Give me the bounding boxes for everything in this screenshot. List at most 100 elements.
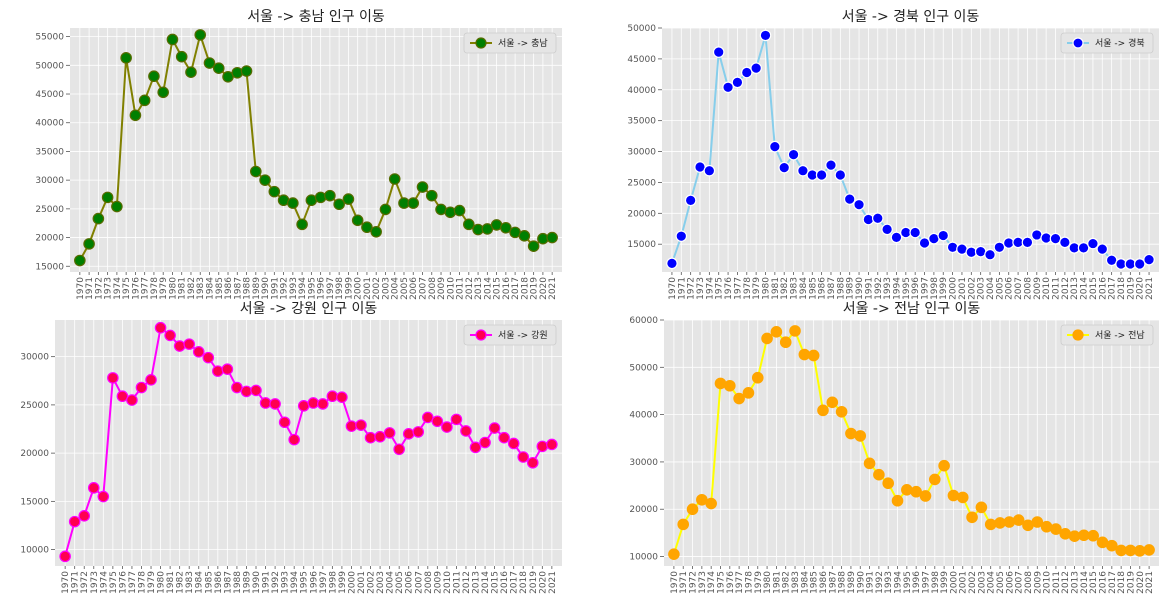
- data-point: [192, 346, 205, 358]
- x-tick-label: 2006: [1005, 571, 1015, 594]
- x-tick-label: 2006: [409, 277, 419, 300]
- data-point: [240, 385, 253, 398]
- x-tick-label: 1983: [185, 571, 195, 594]
- x-tick-label: 1998: [931, 571, 941, 594]
- data-point: [910, 485, 922, 498]
- x-tick-label: 2002: [967, 277, 977, 300]
- data-point: [731, 76, 744, 89]
- y-tick-label: 30000: [35, 176, 64, 186]
- data-point: [1106, 539, 1118, 552]
- y-tick-label: 30000: [629, 458, 658, 468]
- x-tick-label: 2000: [354, 277, 364, 300]
- data-point: [333, 198, 345, 211]
- data-point: [1031, 516, 1044, 528]
- data-point: [546, 231, 558, 244]
- data-point: [890, 231, 903, 244]
- data-point: [250, 165, 262, 178]
- data-point: [928, 473, 941, 486]
- data-point: [342, 193, 355, 205]
- data-point: [488, 422, 501, 434]
- x-tick-label: 2021: [1145, 277, 1155, 300]
- x-tick-label: 1977: [735, 571, 745, 594]
- data-point: [388, 173, 401, 185]
- data-point: [460, 425, 472, 437]
- data-point: [92, 212, 105, 225]
- data-point: [919, 490, 932, 502]
- data-point: [759, 29, 772, 42]
- x-tick-label: 2012: [1061, 277, 1071, 300]
- x-tick-label: 1992: [271, 571, 281, 594]
- data-point: [938, 459, 950, 472]
- data-point: [527, 240, 540, 252]
- x-tick-label: 1971: [85, 277, 95, 300]
- x-tick-label: 2009: [1033, 571, 1043, 594]
- x-tick-label: 2016: [1099, 571, 1109, 594]
- x-tick-label: 1972: [94, 277, 104, 300]
- y-tick-label: 20000: [35, 234, 64, 244]
- y-tick-label: 20000: [629, 505, 658, 515]
- data-point: [129, 109, 142, 122]
- x-tick-label: 1997: [921, 277, 931, 300]
- x-tick-label: 1976: [724, 277, 734, 300]
- x-tick-label: 1992: [280, 277, 290, 300]
- x-tick-label: 2019: [529, 571, 539, 594]
- legend-label: 서울 -> 강원: [498, 330, 548, 341]
- x-tick-label: 1986: [819, 571, 829, 594]
- plot-area: [70, 28, 562, 272]
- data-point: [135, 381, 148, 394]
- data-point: [918, 237, 931, 249]
- x-tick-label: 2002: [968, 571, 978, 594]
- x-tick-label: 1988: [233, 571, 243, 594]
- data-point: [221, 363, 234, 375]
- data-point: [668, 548, 680, 560]
- y-tick-label: 10000: [20, 546, 49, 556]
- x-tick-label: 1988: [243, 277, 253, 300]
- data-point: [355, 419, 367, 431]
- data-point: [826, 396, 839, 409]
- y-tick-label: 25000: [35, 205, 64, 215]
- data-point: [431, 415, 444, 428]
- x-tick-label: 2005: [996, 571, 1006, 594]
- data-point: [500, 221, 512, 234]
- x-tick-label: 1985: [215, 277, 225, 300]
- x-tick-label: 2007: [419, 277, 429, 300]
- legend-marker: [475, 37, 487, 49]
- y-tick-label: 35000: [35, 147, 64, 157]
- x-tick-label: 2008: [1023, 277, 1033, 300]
- x-tick-label: 1989: [252, 277, 262, 300]
- x-tick-label: 1970: [670, 571, 680, 594]
- chart-panel-jeonnam: 10000 20000 30000 40000 50000 60000 1970 1971 19…: [583, 301, 1167, 606]
- data-point: [336, 391, 348, 403]
- x-tick-label: 1995: [300, 571, 310, 594]
- data-point: [240, 65, 253, 77]
- x-tick-label: 1988: [838, 571, 848, 594]
- x-tick-label: 1970: [668, 277, 678, 300]
- data-point: [185, 66, 197, 79]
- data-point: [1096, 243, 1109, 255]
- x-tick-label: 1990: [252, 571, 262, 594]
- y-tick-label: 10000: [629, 553, 658, 563]
- data-point: [145, 374, 157, 386]
- data-point: [742, 387, 755, 399]
- data-point: [1012, 514, 1025, 526]
- data-point: [212, 62, 225, 74]
- plot-area: [664, 320, 1159, 566]
- x-tick-label: 1998: [328, 571, 338, 594]
- data-point: [834, 169, 847, 181]
- x-tick-label: 1989: [242, 571, 252, 594]
- data-point: [722, 81, 734, 94]
- data-point: [287, 197, 299, 209]
- x-tick-label: 1973: [104, 277, 114, 300]
- y-tick-label: 50000: [629, 363, 658, 373]
- x-tick-label: 1975: [122, 277, 132, 300]
- legend-label: 서울 -> 충남: [498, 38, 548, 49]
- x-tick-label: 2002: [372, 277, 382, 300]
- x-tick-label: 2019: [530, 277, 540, 300]
- data-point: [815, 169, 828, 181]
- x-tick-label: 2014: [1080, 277, 1090, 300]
- y-tick-label: 20000: [627, 209, 656, 219]
- x-tick-label: 1994: [298, 277, 308, 300]
- data-point: [421, 411, 434, 424]
- x-tick-label: 2010: [1042, 277, 1052, 300]
- data-point: [203, 57, 216, 69]
